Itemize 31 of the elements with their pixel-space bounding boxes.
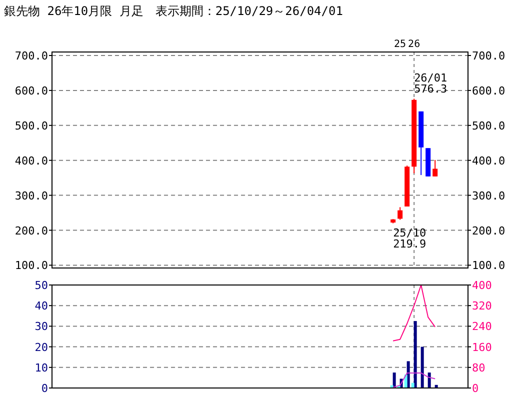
y-tick-label: 30 bbox=[34, 320, 48, 334]
y2-tick-label: 100.0 bbox=[472, 259, 506, 272]
y-tick-label: 10 bbox=[34, 361, 48, 374]
y2-tick-label: 700.0 bbox=[472, 49, 506, 62]
chart-title: 銀先物 26年10月限 月足 表示期間：25/10/29～26/04/01 bbox=[4, 4, 343, 18]
y-tick-label: 300.0 bbox=[14, 189, 48, 202]
y2-tick-label: 200.0 bbox=[472, 224, 506, 238]
y2-tick-label: 320 bbox=[472, 300, 492, 313]
y-tick-label: 500.0 bbox=[14, 119, 48, 132]
y-tick-label: 50 bbox=[34, 279, 48, 292]
y-tick-label: 400.0 bbox=[14, 154, 48, 168]
annotation: 26/01 576.3 bbox=[414, 72, 448, 96]
y-tick-label: 100.0 bbox=[14, 259, 48, 272]
y-tick-label: 0 bbox=[41, 382, 48, 395]
y-tick-label: 20 bbox=[34, 340, 48, 354]
y2-tick-label: 600.0 bbox=[472, 84, 506, 98]
y2-tick-label: 500.0 bbox=[472, 119, 506, 132]
y2-tick-label: 0 bbox=[472, 382, 479, 395]
x-tick-label: 25 bbox=[394, 39, 406, 50]
y2-tick-label: 160 bbox=[472, 340, 492, 354]
y2-tick-label: 300.0 bbox=[472, 189, 506, 202]
y-tick-label: 700.0 bbox=[14, 49, 48, 62]
y-tick-label: 200.0 bbox=[14, 224, 48, 238]
y2-tick-label: 240 bbox=[472, 320, 492, 334]
x-tick-label: 26 bbox=[408, 39, 420, 50]
y-tick-label: 40 bbox=[34, 300, 48, 313]
y2-tick-label: 400.0 bbox=[472, 154, 506, 168]
y-tick-label: 600.0 bbox=[14, 84, 48, 98]
annotation: 25/10 219.9 bbox=[393, 226, 426, 250]
y2-tick-label: 400 bbox=[472, 279, 492, 292]
y2-tick-label: 80 bbox=[472, 361, 486, 374]
